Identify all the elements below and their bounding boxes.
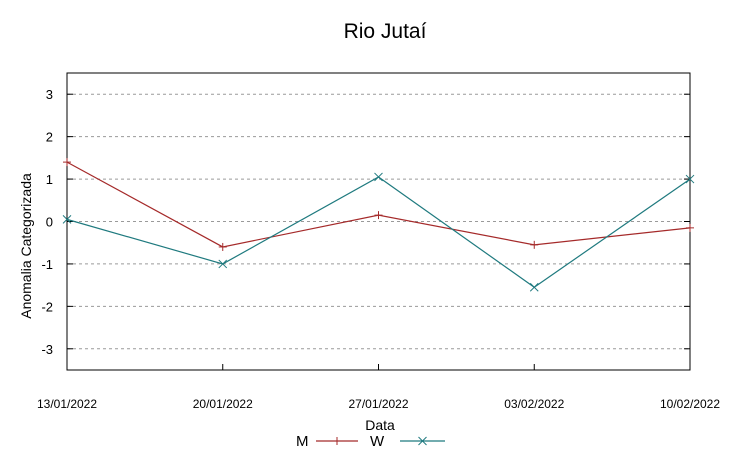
x-axis-label: Data	[365, 417, 395, 433]
legend-label: M	[296, 433, 309, 450]
y-axis-label: Anomalia Categorizada	[18, 173, 34, 319]
y-axis-ticks: 3 2 1 0 -1 -2 -3	[41, 87, 690, 357]
data-point	[62, 215, 72, 224]
x-tick-label: 03/02/2022	[504, 397, 564, 411]
series-W	[62, 172, 695, 292]
grid-lines	[67, 93, 690, 350]
x-tick-label: 13/01/2022	[37, 397, 97, 411]
series-group	[62, 158, 695, 292]
y-tick-label: 0	[46, 215, 53, 230]
legend-label: W	[370, 433, 385, 450]
series-line	[66, 176, 691, 288]
x-axis-ticks: 13/01/2022 20/01/2022 27/01/2022 03/02/2022…	[37, 364, 720, 411]
data-point	[685, 174, 695, 184]
data-point	[218, 242, 227, 251]
series-line	[66, 161, 691, 248]
y-tick-label: -1	[41, 257, 53, 272]
x-tick-label: 10/02/2022	[660, 397, 720, 411]
y-tick-label: -3	[41, 342, 53, 357]
y-tick-label: 3	[46, 87, 53, 102]
data-point	[63, 158, 71, 167]
data-point	[686, 223, 694, 232]
series-M	[63, 158, 694, 251]
data-point	[374, 211, 383, 220]
x-tick-label: 27/01/2022	[348, 397, 408, 411]
data-point	[529, 282, 539, 292]
x-tick-label: 20/01/2022	[193, 397, 253, 411]
data-point	[530, 240, 539, 249]
data-point	[218, 259, 228, 269]
chart-title: Rio Jutaí	[344, 20, 427, 43]
y-tick-label: 1	[46, 172, 53, 187]
y-tick-label: -2	[41, 299, 53, 314]
data-point	[333, 437, 341, 445]
data-point	[374, 172, 383, 182]
data-point	[418, 436, 427, 446]
y-tick-label: 2	[46, 130, 53, 145]
